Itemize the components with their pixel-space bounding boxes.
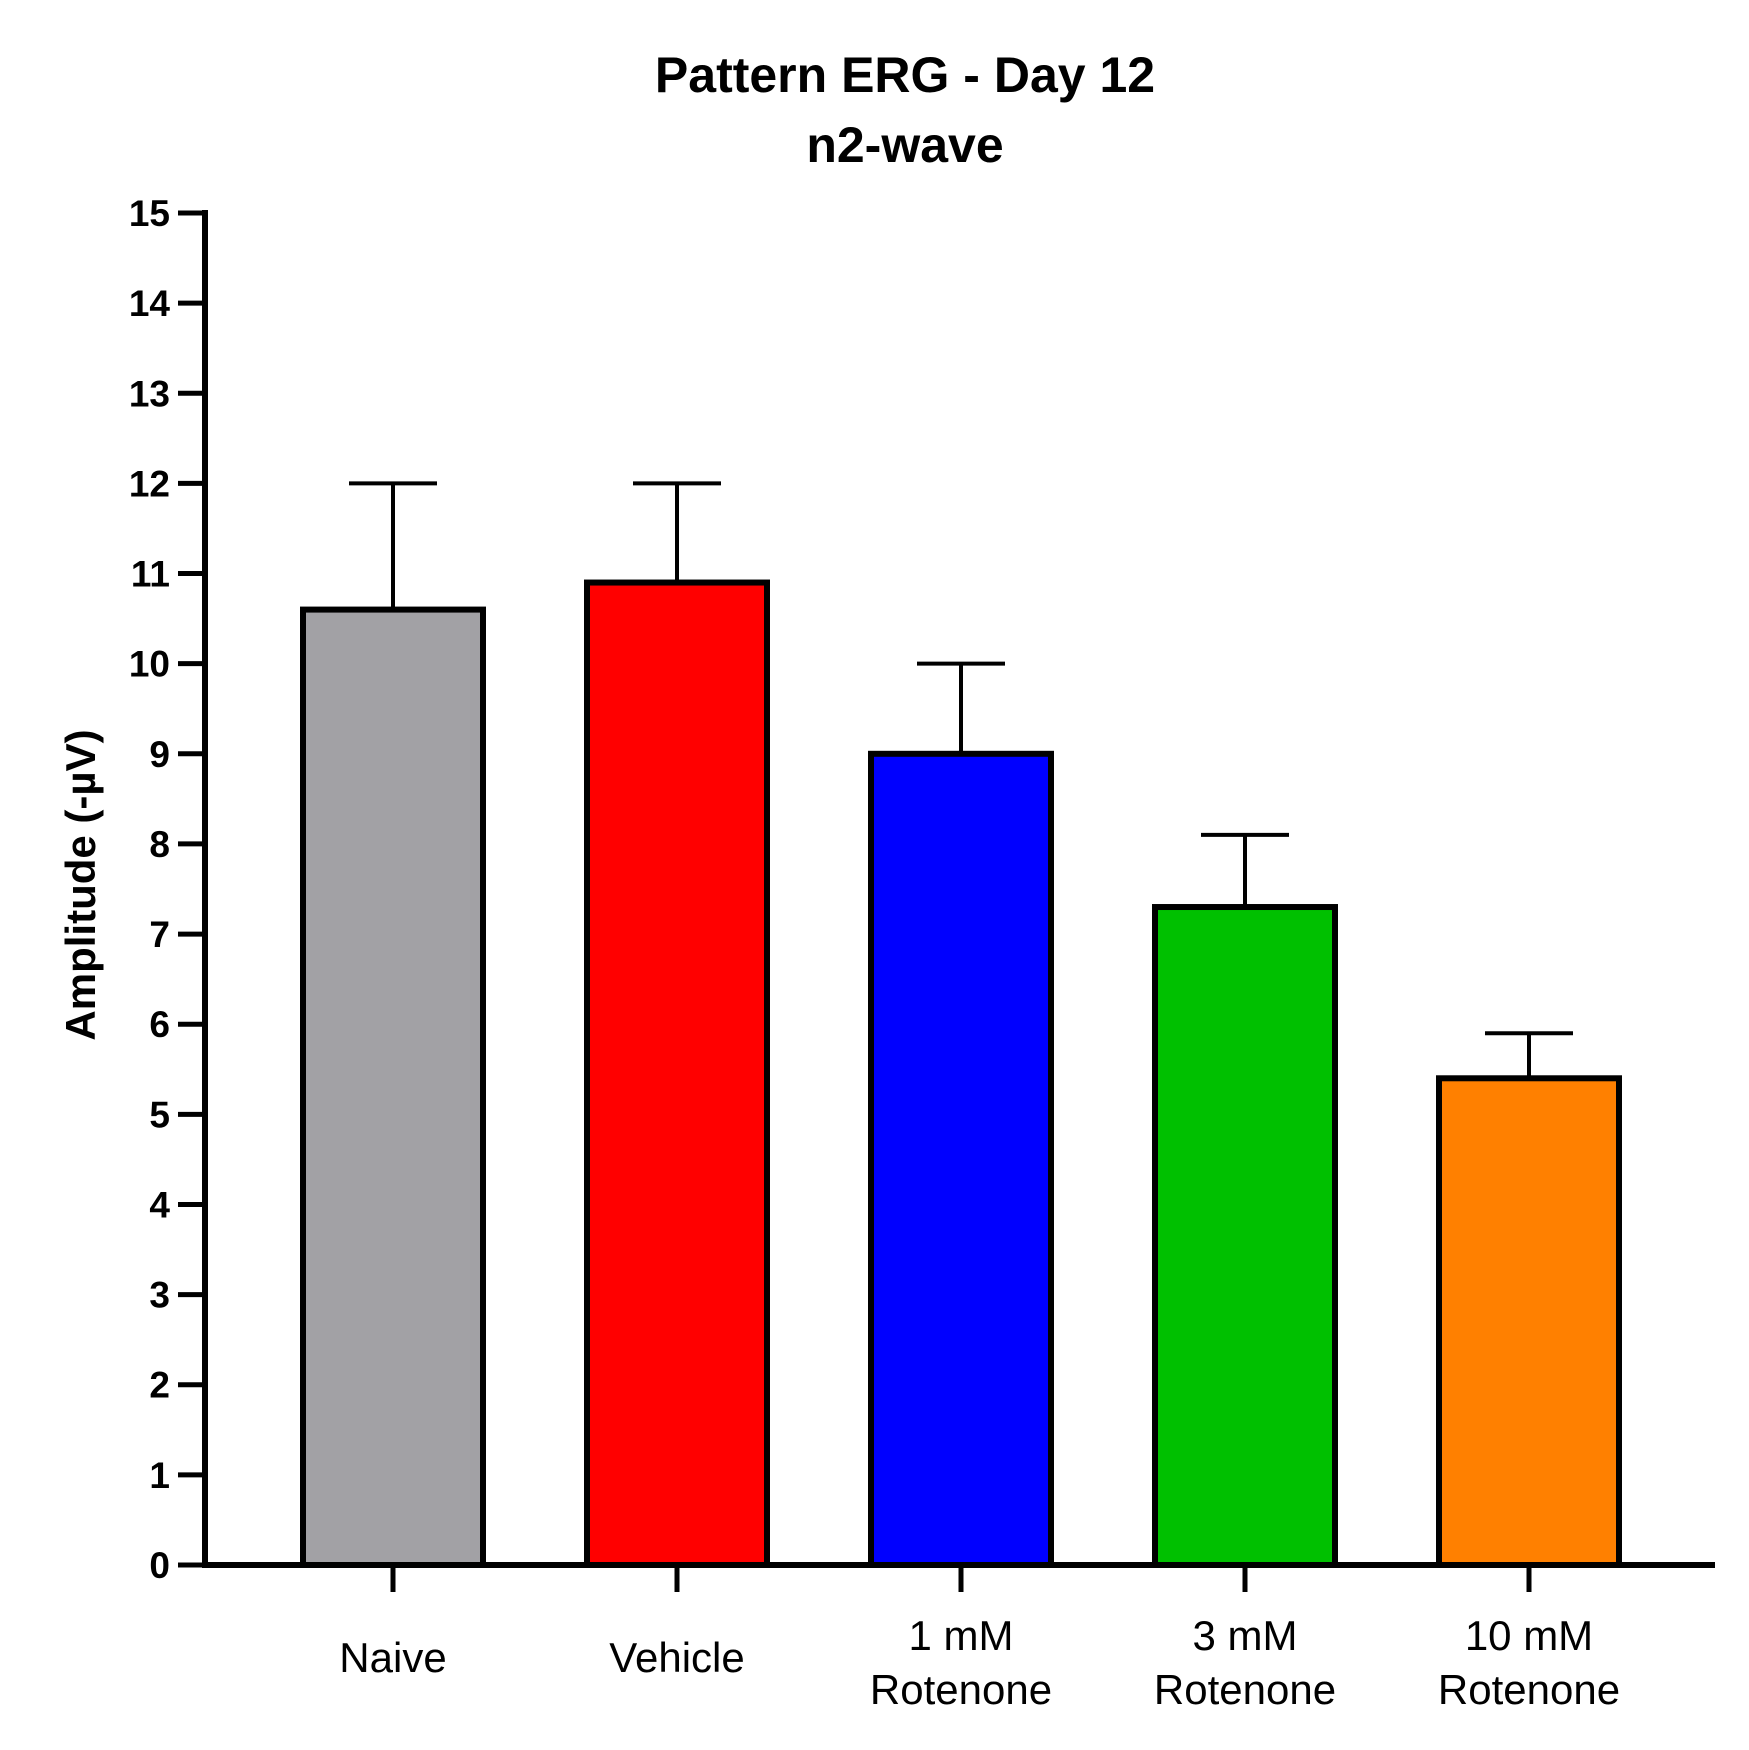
y-tick-label: 14	[129, 283, 171, 324]
bar	[584, 579, 770, 1568]
y-tick-label: 6	[149, 1004, 170, 1045]
y-tick-label: 15	[129, 193, 170, 234]
chart-title: Pattern ERG - Day 12 n2-wave	[655, 47, 1155, 173]
y-tick-label: 11	[131, 554, 170, 595]
x-ticks: Naive Vehicle 1 mM Rotenone 3 mM Rotenone 10 m…	[339, 1565, 1620, 1713]
x-tick-label: Rotenone	[1438, 1666, 1620, 1713]
y-tick-label: 1	[149, 1455, 170, 1496]
x-tick-label: 10 mM	[1465, 1612, 1593, 1659]
y-axis-label: Amplitude (-µV)	[57, 729, 104, 1040]
y-tick-label: 2	[149, 1365, 170, 1406]
x-tick-label: Rotenone	[870, 1666, 1052, 1713]
y-tick-label: 4	[149, 1184, 170, 1225]
y-tick-label: 0	[149, 1545, 170, 1586]
x-tick-label: 3 mM	[1193, 1612, 1298, 1659]
error-bars	[349, 481, 1573, 1079]
y-tick-label: 10	[129, 644, 170, 685]
x-tick-label: Vehicle	[609, 1634, 744, 1681]
y-tick-label: 3	[149, 1275, 170, 1316]
bar	[868, 750, 1054, 1568]
bar	[1436, 1075, 1622, 1569]
y-tick-label: 9	[149, 734, 170, 775]
chart-title-text: Pattern ERG - Day 12	[655, 47, 1155, 103]
y-tick-label: 13	[129, 373, 170, 414]
y-tick-label: 5	[149, 1094, 170, 1135]
x-tick-label: Rotenone	[1154, 1666, 1336, 1713]
y-tick-label: 8	[149, 824, 170, 865]
bar	[1152, 904, 1338, 1568]
chart-subtitle-text: n2-wave	[806, 117, 1003, 173]
y-tick-label: 12	[129, 463, 170, 504]
x-tick-label: Naive	[339, 1634, 446, 1681]
y-tick-label: 7	[149, 914, 170, 955]
x-tick-label: 1 mM	[909, 1612, 1014, 1659]
bar	[300, 606, 486, 1568]
